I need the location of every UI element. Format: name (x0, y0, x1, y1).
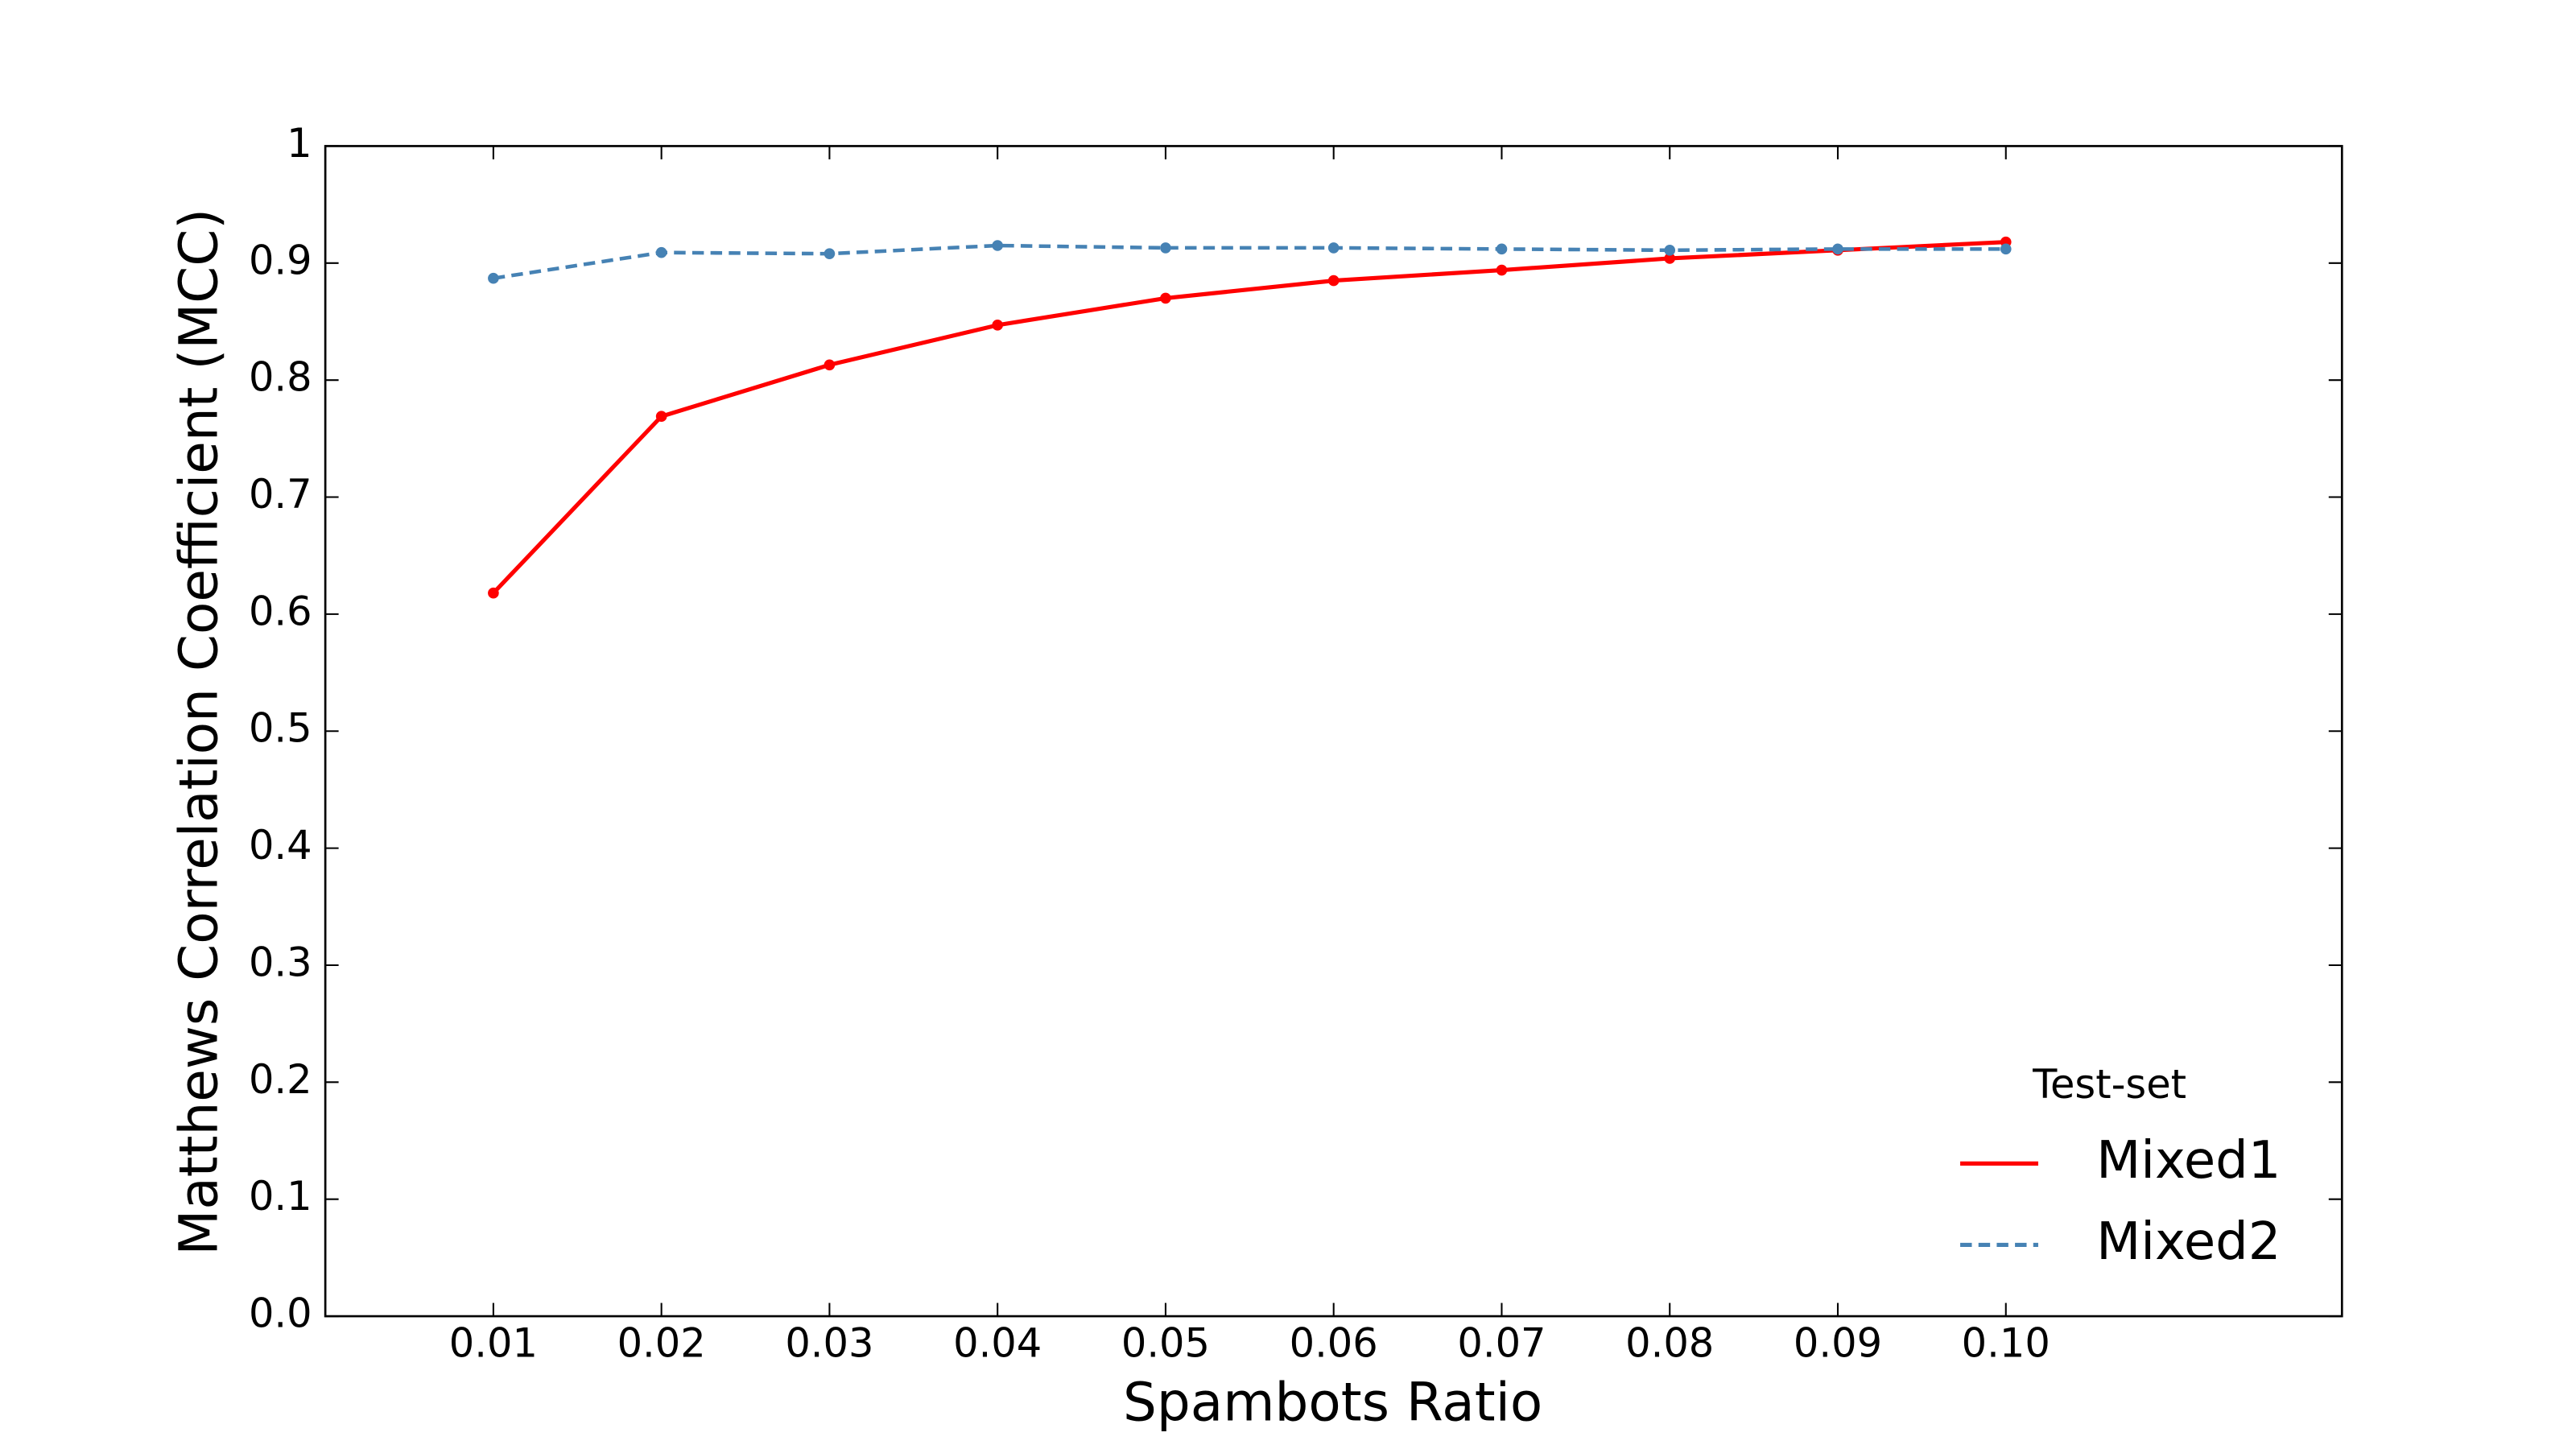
x-tick-label: 0.05 (1121, 1320, 1210, 1367)
y-tick-label: 0.2 (249, 1056, 312, 1103)
point (1496, 264, 1508, 276)
y-tick-label: 0.9 (249, 237, 312, 283)
point (1664, 245, 1676, 256)
y-axis-label: Matthews Correlation Coefficient (MCC) (168, 208, 230, 1256)
x-axis-label: Spambots Ratio (1123, 1371, 1542, 1433)
x-tick-label: 0.10 (1962, 1320, 2050, 1367)
point (824, 359, 836, 371)
point (1496, 243, 1508, 255)
point (1160, 292, 1171, 304)
point (488, 272, 499, 284)
y-tick-label: 1 (287, 120, 312, 167)
point (655, 411, 667, 423)
y-tick-label: 0.8 (249, 354, 312, 401)
point (1327, 275, 1340, 287)
x-tick-label: 0.02 (617, 1320, 706, 1367)
y-tick-label: 0.1 (249, 1173, 312, 1220)
y-tick-label: 0.4 (249, 822, 312, 869)
legend-title: Test-set (2032, 1061, 2186, 1108)
y-tick-label: 0.3 (249, 939, 312, 985)
x-tick-label: 0.06 (1290, 1320, 1378, 1367)
x-tick-label: 0.07 (1457, 1320, 1546, 1367)
point (655, 246, 667, 258)
y-tick-label: 0.0 (249, 1290, 312, 1337)
series-line (492, 240, 2006, 595)
x-tick-label: 0.01 (449, 1320, 538, 1367)
point (992, 320, 1003, 331)
x-tick-label: 0.09 (1794, 1320, 1882, 1367)
y-tick-label: 0.6 (249, 588, 312, 634)
y-tick-label: 0.5 (249, 705, 312, 752)
point (1327, 242, 1340, 254)
y-tick-label: 0.7 (249, 471, 312, 518)
point (1664, 253, 1676, 264)
point (992, 240, 1003, 251)
x-tick-label: 0.08 (1625, 1320, 1714, 1367)
series-line (493, 243, 2006, 280)
x-tick-label: 0.03 (785, 1320, 873, 1367)
point (2000, 243, 2012, 255)
legend-label: Mixed2 (2096, 1212, 2281, 1272)
point (1832, 243, 1843, 255)
point (1160, 242, 1171, 254)
legend-label: Mixed1 (2096, 1131, 2281, 1191)
point (824, 248, 836, 259)
point (488, 587, 499, 599)
x-tick-label: 0.04 (953, 1320, 1042, 1367)
plot-frame (324, 145, 2343, 1318)
